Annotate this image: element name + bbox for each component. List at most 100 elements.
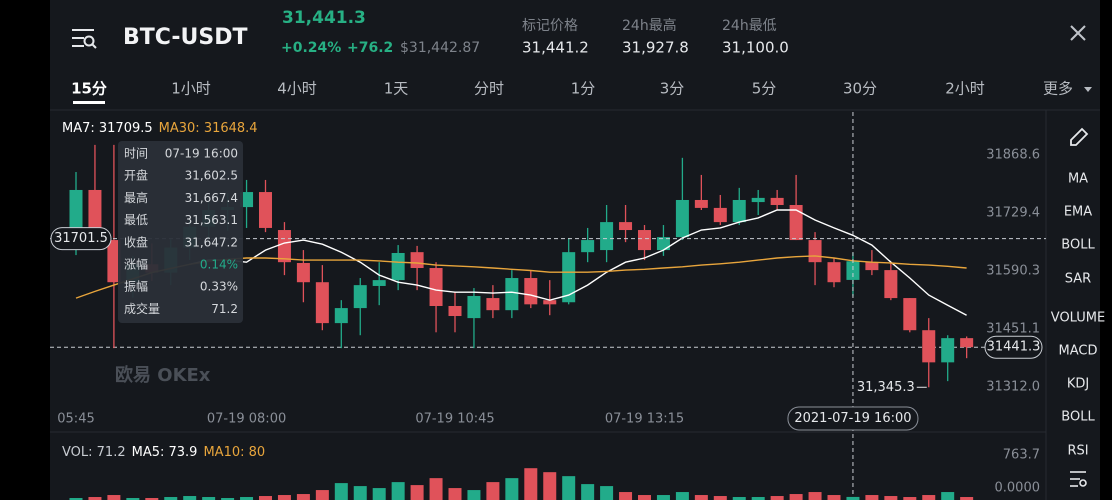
candle-body <box>562 252 576 303</box>
candle-body <box>296 263 310 283</box>
volume-bar <box>884 496 898 500</box>
candle-body <box>638 230 651 251</box>
volume-bar <box>713 496 727 500</box>
candle-body <box>543 300 557 305</box>
candle-body <box>467 295 481 319</box>
volume-bar <box>145 498 159 500</box>
volume-bar <box>619 492 633 500</box>
tooltip-value: 71.2 <box>211 302 238 316</box>
y-tick-label: 31451.1 <box>986 322 1040 337</box>
tooltip-label: 最低 <box>124 213 148 227</box>
stat-value: 31,927.8 <box>622 39 689 57</box>
candle-body <box>960 338 974 348</box>
tab[interactable]: 分时 <box>474 80 504 98</box>
volume-bar <box>770 496 784 500</box>
volume-bar <box>296 494 310 500</box>
volume-bar <box>69 498 83 500</box>
tab[interactable]: 15分 <box>71 80 107 98</box>
tab[interactable]: 更多 <box>1043 80 1073 98</box>
candle-body <box>277 230 291 263</box>
volume-bar <box>259 496 272 500</box>
crosshair-date: 2021-07-19 16:00 <box>794 411 911 426</box>
crosshair-price-badge <box>50 227 112 251</box>
indicator-button[interactable]: MA <box>1068 172 1088 187</box>
candle-body <box>808 240 822 263</box>
indicator-button[interactable]: EMA <box>1064 205 1092 220</box>
tooltip <box>118 141 243 323</box>
x-tick-label: 07-19 08:00 <box>207 412 286 427</box>
candle-body <box>675 199 689 238</box>
candle-body <box>315 282 329 324</box>
candle-body <box>240 192 254 208</box>
volume-bar <box>543 472 557 500</box>
candle-body <box>107 240 121 283</box>
indicator-button[interactable]: BOLL <box>1061 410 1095 425</box>
indicator-button[interactable]: KDJ <box>1067 377 1089 392</box>
volume-bar <box>221 498 235 500</box>
indicator-button[interactable]: VOLUME <box>1051 311 1105 326</box>
candle-body <box>448 306 462 317</box>
legend-entry: VOL: 71.2 <box>62 445 126 460</box>
volume-bar <box>467 490 481 500</box>
candle-body <box>903 298 917 331</box>
tab[interactable]: 1小时 <box>171 80 211 98</box>
stat-label: 24h最高 <box>622 17 677 34</box>
x-tick-label: 07-19 10:45 <box>415 412 494 427</box>
tooltip-label: 收盘 <box>124 234 148 249</box>
x-tick-label: 07-19 13:15 <box>605 412 684 427</box>
y-tick-label: 31312.0 <box>986 380 1040 395</box>
symbol[interactable]: BTC-USDT <box>123 25 248 50</box>
candle-body <box>751 197 765 203</box>
volume-bar <box>391 482 405 500</box>
candle-body <box>410 252 424 269</box>
volume-bar <box>808 492 822 500</box>
volume-tick-label: 763.7 <box>1003 448 1040 463</box>
tab[interactable]: 2小时 <box>945 80 985 98</box>
tooltip-value: 0.14% <box>200 258 238 272</box>
tooltip-value: 0.33% <box>200 280 238 294</box>
candle-body <box>865 262 879 271</box>
volume-bar <box>656 495 670 500</box>
moving-average-line <box>189 209 967 316</box>
candle-body <box>846 261 860 280</box>
x-tick-label: 05:45 <box>57 412 94 427</box>
indicator-button[interactable]: SAR <box>1065 272 1091 287</box>
volume-bar <box>372 488 386 500</box>
y-tick-label: 31590.3 <box>986 264 1040 279</box>
volume-bar <box>789 494 803 500</box>
volume-bar <box>164 497 178 500</box>
tab[interactable]: 1天 <box>384 80 409 98</box>
tab[interactable]: 3分 <box>660 80 685 98</box>
candle-body <box>713 207 727 223</box>
tab[interactable]: 1分 <box>571 80 596 98</box>
tab[interactable]: 5分 <box>752 80 777 98</box>
menu-icon[interactable] <box>72 29 97 49</box>
candle-body <box>505 278 519 311</box>
volume-bar <box>315 490 329 500</box>
indicator-button[interactable]: RSI <box>1067 444 1088 459</box>
volume-bar <box>202 497 216 500</box>
stat-label: 24h最低 <box>722 18 777 34</box>
candle-body <box>656 237 670 251</box>
stat-value: 31,441.2 <box>522 39 589 57</box>
candle-body <box>581 240 595 253</box>
candle-body <box>334 308 348 324</box>
crosshair-price: 31701.5 <box>54 231 108 246</box>
indicator-button[interactable]: BOLL <box>1061 238 1095 253</box>
volume-bar <box>638 495 651 500</box>
tab[interactable]: 30分 <box>843 80 877 98</box>
tooltip-value: 31,563.1 <box>185 213 238 227</box>
volume-bar <box>524 468 538 500</box>
volume-bar <box>410 485 424 500</box>
draw-icon[interactable] <box>1070 127 1089 146</box>
tab[interactable]: 4小时 <box>277 80 317 98</box>
last-price-badge <box>984 335 1043 359</box>
candle-body <box>827 262 841 283</box>
settings-icon[interactable] <box>1070 471 1087 487</box>
legend-entry: MA7: 31709.5 <box>62 121 153 136</box>
candle-body <box>259 192 272 228</box>
close-icon[interactable] <box>1070 25 1086 41</box>
indicator-button[interactable]: MACD <box>1059 344 1098 359</box>
stat-value: 31,100.0 <box>722 39 789 57</box>
